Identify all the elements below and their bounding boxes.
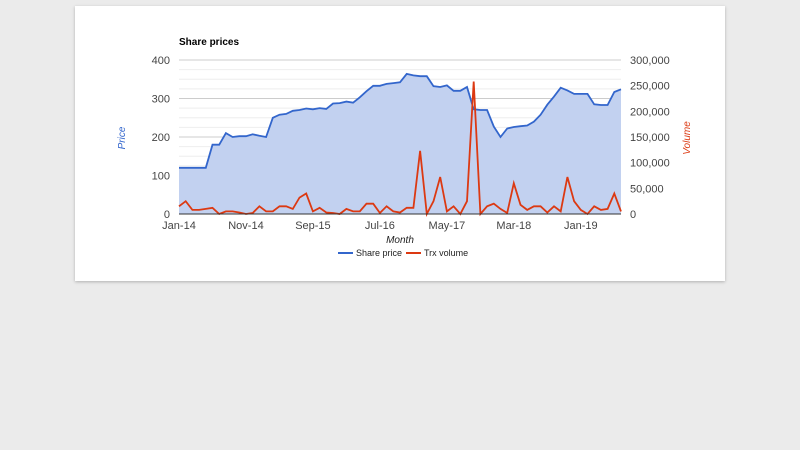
chart-title: Share prices [179,37,239,48]
legend: Share price Trx volume [338,248,468,258]
right-tick-label: 50,000 [630,183,664,195]
right-tick-label: 0 [630,209,636,221]
x-tick-label: May-17 [429,220,466,232]
chart-card: 0 100 200 300 400 0 50,000 100,000 150,000 200,0… [75,6,725,281]
right-axis-title: Volume [682,121,693,155]
left-tick-label: 300 [152,94,170,106]
x-axis-title: Month [386,235,414,246]
left-tick-label: 400 [152,55,170,67]
right-tick-label: 150,000 [630,132,670,144]
trx-volume-line [178,81,622,218]
left-axis-title: Price [117,126,128,149]
x-tick-label: Jul-16 [365,220,395,232]
right-axis-ticks: 0 50,000 100,000 150,000 200,000 250,000 300,0… [630,55,670,221]
left-axis-ticks: 0 100 200 300 400 [152,55,170,221]
x-tick-label: Mar-18 [496,220,531,232]
x-axis-ticks: Jan-14 Nov-14 Sep-15 Jul-16 May-17 Mar-18 Jan-… [162,220,597,232]
left-tick-label: 100 [152,171,170,183]
right-tick-label: 100,000 [630,158,670,170]
right-tick-label: 200,000 [630,106,670,118]
share-price-area [179,73,621,215]
x-tick-label: Jan-19 [564,220,598,232]
legend-trx-volume[interactable]: Trx volume [424,248,468,258]
left-tick-label: 0 [164,209,170,221]
right-tick-label: 250,000 [630,81,670,93]
right-tick-label: 300,000 [630,55,670,67]
x-tick-label: Nov-14 [228,220,263,232]
x-tick-label: Jan-14 [162,220,196,232]
legend-share-price[interactable]: Share price [356,248,402,258]
x-tick-label: Sep-15 [295,220,330,232]
share-price-line [179,72,622,169]
share-prices-chart: 0 100 200 300 400 0 50,000 100,000 150,000 200,0… [117,37,693,258]
left-tick-label: 200 [152,132,170,144]
